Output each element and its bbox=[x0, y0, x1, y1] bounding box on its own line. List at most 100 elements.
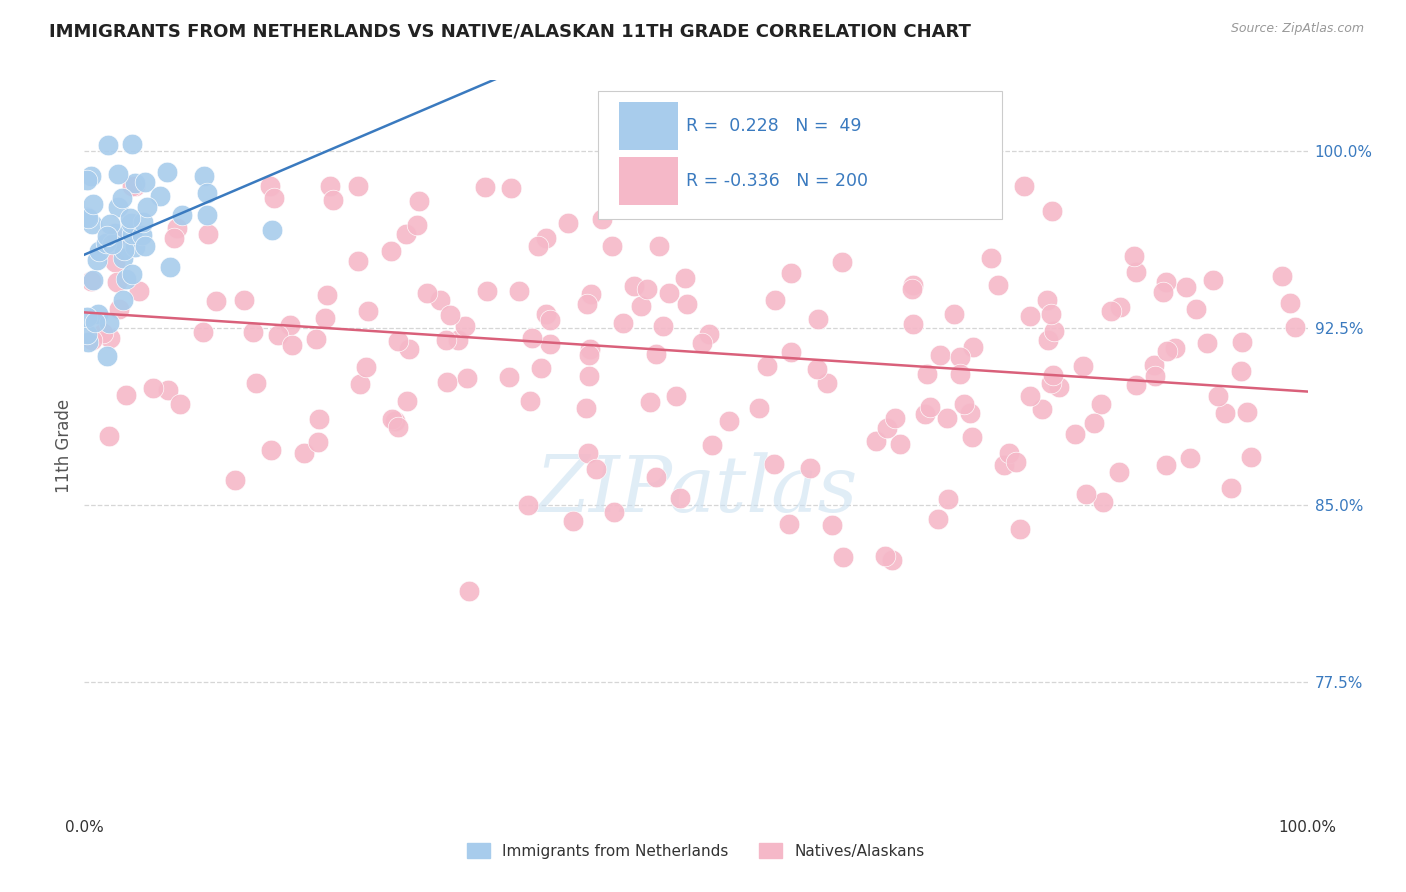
Point bbox=[576, 296, 599, 310]
Point bbox=[436, 376, 458, 390]
Point bbox=[1154, 275, 1177, 289]
Point bbox=[576, 445, 599, 459]
Point bbox=[880, 553, 903, 567]
Point bbox=[474, 179, 496, 194]
Text: IMMIGRANTS FROM NETHERLANDS VS NATIVE/ALASKAN 11TH GRADE CORRELATION CHART: IMMIGRANTS FROM NETHERLANDS VS NATIVE/AL… bbox=[49, 22, 972, 40]
Point bbox=[1074, 487, 1097, 501]
Point bbox=[1230, 334, 1253, 349]
Point bbox=[96, 229, 118, 244]
Point bbox=[1039, 307, 1062, 321]
Point bbox=[1143, 368, 1166, 383]
Point bbox=[1042, 368, 1064, 383]
Point bbox=[105, 275, 128, 289]
Point bbox=[949, 350, 972, 364]
Point bbox=[763, 293, 786, 307]
Point bbox=[263, 191, 285, 205]
Point bbox=[938, 492, 960, 507]
Point bbox=[644, 470, 666, 484]
Point bbox=[987, 278, 1010, 293]
Point bbox=[354, 360, 377, 375]
Point bbox=[821, 517, 844, 532]
Point bbox=[516, 498, 538, 512]
Point bbox=[79, 274, 101, 288]
Point bbox=[98, 217, 121, 231]
Point bbox=[100, 236, 122, 251]
Point bbox=[626, 179, 648, 194]
Point bbox=[1064, 427, 1087, 442]
Point bbox=[959, 406, 981, 420]
Point bbox=[82, 196, 104, 211]
Point bbox=[142, 381, 165, 395]
Point bbox=[124, 179, 146, 194]
Point bbox=[953, 397, 976, 411]
Point bbox=[76, 310, 98, 324]
Point bbox=[591, 212, 613, 227]
Point bbox=[96, 349, 118, 363]
Point bbox=[508, 284, 530, 298]
Point bbox=[1036, 333, 1059, 347]
Point bbox=[1092, 495, 1115, 509]
Point bbox=[80, 333, 103, 347]
Point bbox=[1236, 405, 1258, 419]
Text: R =  0.228   N =  49: R = 0.228 N = 49 bbox=[686, 118, 862, 136]
Point bbox=[87, 307, 110, 321]
Point bbox=[315, 287, 337, 301]
Point bbox=[1040, 203, 1063, 218]
Point bbox=[1152, 285, 1174, 300]
Point bbox=[76, 327, 98, 342]
Point bbox=[1005, 455, 1028, 469]
Point bbox=[408, 194, 430, 208]
Point bbox=[914, 407, 936, 421]
Point bbox=[166, 220, 188, 235]
Point bbox=[104, 254, 127, 268]
Point bbox=[197, 227, 219, 241]
Point bbox=[395, 227, 418, 242]
Point bbox=[700, 438, 723, 452]
Point bbox=[1164, 342, 1187, 356]
Point bbox=[82, 273, 104, 287]
Point bbox=[1278, 295, 1301, 310]
Y-axis label: 11th Grade: 11th Grade bbox=[55, 399, 73, 493]
Point bbox=[193, 169, 215, 183]
Point bbox=[538, 336, 561, 351]
Point bbox=[114, 271, 136, 285]
Point bbox=[1040, 376, 1063, 390]
Point bbox=[242, 325, 264, 339]
Point bbox=[456, 371, 478, 385]
Point bbox=[645, 346, 668, 360]
Point bbox=[578, 368, 600, 383]
Point bbox=[124, 177, 146, 191]
Point bbox=[997, 445, 1019, 459]
Point bbox=[1195, 335, 1218, 350]
Legend: Immigrants from Netherlands, Natives/Alaskans: Immigrants from Netherlands, Natives/Ala… bbox=[467, 844, 925, 859]
Point bbox=[1043, 324, 1066, 338]
Point bbox=[778, 516, 800, 531]
Point bbox=[993, 458, 1015, 472]
Point bbox=[87, 244, 110, 258]
Point bbox=[538, 312, 561, 326]
Point bbox=[697, 327, 720, 342]
Point bbox=[77, 211, 100, 225]
Point bbox=[1031, 402, 1053, 417]
Point bbox=[134, 175, 156, 189]
Point bbox=[526, 238, 548, 252]
Point bbox=[322, 193, 344, 207]
Point bbox=[1047, 380, 1070, 394]
Point bbox=[128, 285, 150, 299]
Point bbox=[434, 333, 457, 347]
Point bbox=[520, 331, 543, 345]
Point bbox=[758, 179, 780, 194]
Point bbox=[112, 251, 135, 265]
Point bbox=[875, 549, 897, 563]
Point bbox=[278, 318, 301, 332]
Point bbox=[156, 165, 179, 179]
Point bbox=[676, 297, 699, 311]
Point bbox=[1083, 417, 1105, 431]
Text: Source: ZipAtlas.com: Source: ZipAtlas.com bbox=[1230, 22, 1364, 36]
Point bbox=[91, 326, 114, 341]
Point bbox=[960, 430, 983, 444]
Point bbox=[779, 345, 801, 359]
Point bbox=[387, 334, 409, 349]
Point bbox=[121, 136, 143, 151]
Point bbox=[131, 227, 153, 242]
